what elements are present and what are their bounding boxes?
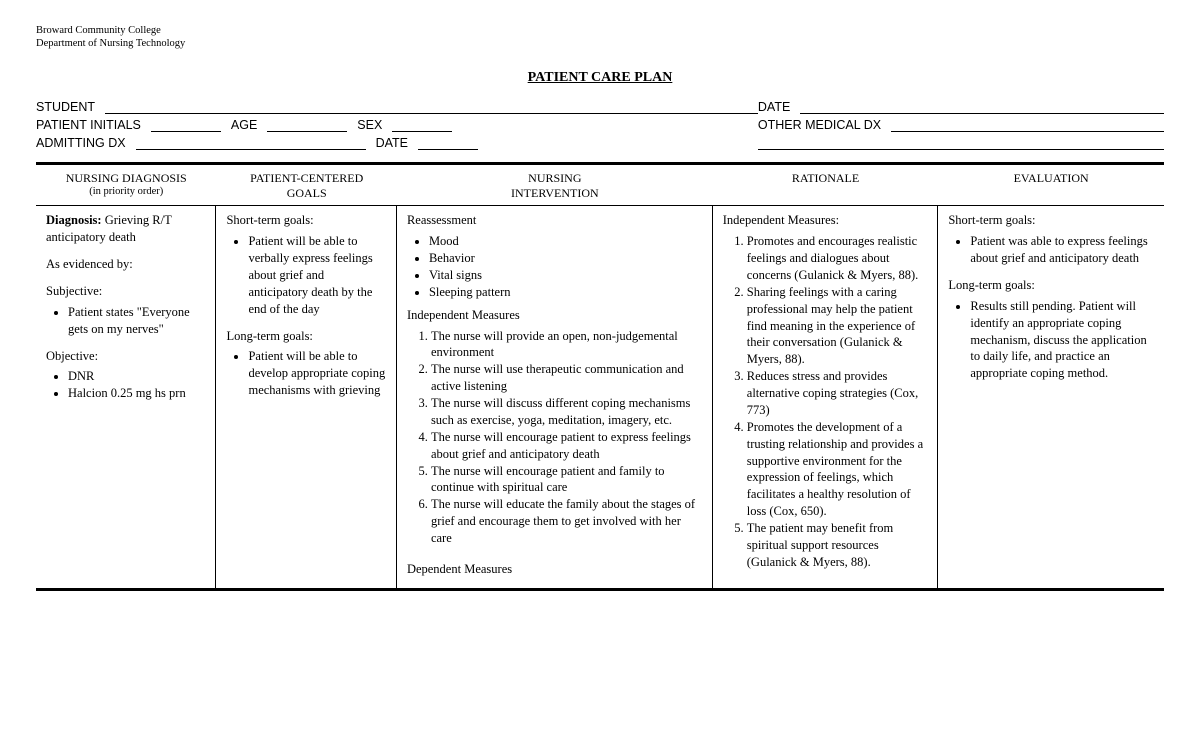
col-head-rationale: RATIONALE — [713, 171, 939, 201]
form-block: STUDENT DATE PATIENT INITIALS AGE SEX OT… — [36, 100, 1164, 150]
label-admitdx: ADMITTING DX — [36, 136, 126, 150]
page-title: PATIENT CARE PLAN — [36, 70, 1164, 86]
blank-date2[interactable] — [418, 136, 478, 150]
label-otherdx: OTHER MEDICAL DX — [758, 118, 881, 132]
list-item: Sleeping pattern — [429, 284, 702, 301]
cell-evaluation: Short-term goals: Patient was able to ex… — [938, 206, 1164, 588]
cell-diagnosis: Diagnosis: Grieving R/T anticipatory dea… — [36, 206, 216, 588]
label-date: DATE — [758, 100, 790, 114]
cell-intervention: Reassessment Mood Behavior Vital signs S… — [397, 206, 713, 588]
org-line2: Department of Nursing Technology — [36, 37, 1164, 50]
org-line1: Broward Community College — [36, 24, 1164, 37]
list-item: Patient will be able to develop appropri… — [248, 348, 385, 399]
list-item: The nurse will educate the family about … — [431, 496, 702, 547]
col-head-goals: PATIENT-CENTERED GOALS — [216, 171, 396, 201]
list-item: Vital signs — [429, 267, 702, 284]
label-student: STUDENT — [36, 100, 95, 114]
cell-goals: Short-term goals: Patient will be able t… — [216, 206, 396, 588]
list-item: Promotes and encourages realistic feelin… — [747, 233, 928, 284]
label-sex: SEX — [357, 118, 382, 132]
list-item: Mood — [429, 233, 702, 250]
blank-otherdx2[interactable] — [758, 136, 1164, 150]
blank-admitdx[interactable] — [136, 136, 366, 150]
blank-student[interactable] — [105, 100, 758, 114]
col-head-evaluation: EVALUATION — [938, 171, 1164, 201]
list-item: Patient states "Everyone gets on my nerv… — [68, 304, 205, 338]
list-item: The nurse will use therapeutic communica… — [431, 361, 702, 395]
col-head-diagnosis: NURSING DIAGNOSIS (in priority order) — [36, 171, 216, 201]
list-item: The nurse will encourage patient and fam… — [431, 463, 702, 497]
list-item: Reduces stress and provides alternative … — [747, 368, 928, 419]
list-item: The nurse will discuss different coping … — [431, 395, 702, 429]
table-body: Diagnosis: Grieving R/T anticipatory dea… — [36, 206, 1164, 591]
list-item: Patient was able to express feelings abo… — [970, 233, 1154, 267]
blank-sex[interactable] — [392, 118, 452, 132]
cell-rationale: Independent Measures: Promotes and encou… — [713, 206, 939, 588]
blank-initials[interactable] — [151, 118, 221, 132]
label-date2: DATE — [376, 136, 408, 150]
list-item: The patient may benefit from spiritual s… — [747, 520, 928, 571]
label-initials: PATIENT INITIALS — [36, 118, 141, 132]
list-item: Sharing feelings with a caring professio… — [747, 284, 928, 368]
list-item: Results still pending. Patient will iden… — [970, 298, 1154, 382]
blank-otherdx[interactable] — [891, 118, 1164, 132]
list-item: Halcion 0.25 mg hs prn — [68, 385, 205, 402]
list-item: Behavior — [429, 250, 702, 267]
list-item: Promotes the development of a trusting r… — [747, 419, 928, 520]
list-item: The nurse will encourage patient to expr… — [431, 429, 702, 463]
org-header: Broward Community College Department of … — [36, 24, 1164, 50]
list-item: DNR — [68, 368, 205, 385]
list-item: The nurse will provide an open, non-judg… — [431, 328, 702, 362]
list-item: Patient will be able to verbally express… — [248, 233, 385, 317]
col-head-intervention: NURSING INTERVENTION — [397, 171, 713, 201]
blank-age[interactable] — [267, 118, 347, 132]
column-headers: NURSING DIAGNOSIS (in priority order) PA… — [36, 165, 1164, 206]
blank-date[interactable] — [800, 100, 1164, 114]
label-age: AGE — [231, 118, 257, 132]
